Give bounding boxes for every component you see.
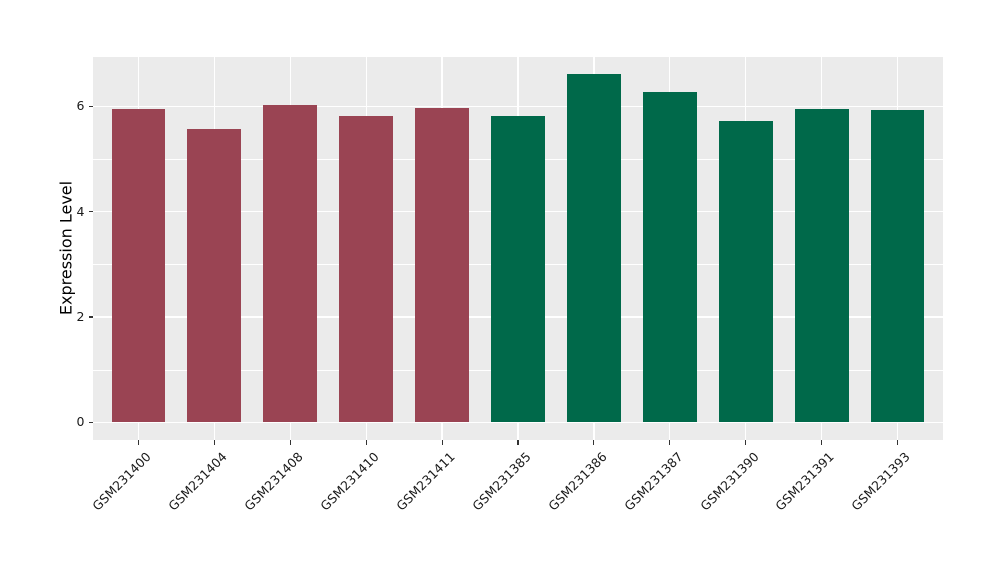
y-tick-label: 0 (76, 414, 85, 430)
x-tick-mark (745, 440, 747, 445)
x-tick-label: GSM231410 (317, 449, 382, 514)
y-tick-label: 6 (76, 98, 85, 114)
bar (870, 109, 925, 423)
x-tick-label: GSM231390 (696, 449, 762, 514)
bar (339, 116, 394, 423)
bar (415, 107, 470, 423)
y-tick-mark (88, 421, 93, 423)
x-tick-label: GSM231391 (772, 449, 838, 514)
y-axis-title: Expression Level (56, 180, 76, 316)
x-tick-mark (365, 440, 367, 445)
x-tick-mark (669, 440, 671, 445)
y-tick-label: 2 (76, 308, 85, 324)
bar (566, 74, 621, 423)
x-tick-mark (441, 440, 443, 445)
x-tick-mark (593, 440, 595, 445)
x-tick-mark (289, 440, 291, 445)
x-tick-label: GSM231400 (89, 449, 155, 514)
bar (794, 108, 849, 423)
y-tick-mark (88, 105, 93, 107)
x-tick-label: GSM231385 (469, 449, 534, 514)
x-tick-label: GSM231387 (620, 449, 686, 514)
bar (111, 109, 166, 423)
x-tick-mark (213, 440, 216, 445)
x-tick-label: GSM231408 (241, 449, 306, 514)
bar (187, 128, 242, 423)
bar (642, 92, 697, 423)
x-tick-mark (137, 440, 140, 445)
x-tick-mark (896, 440, 899, 445)
y-tick-mark (88, 316, 93, 318)
x-tick-mark (517, 440, 519, 445)
x-tick-label: GSM231411 (393, 449, 458, 514)
y-tick-label: 4 (76, 203, 85, 219)
x-tick-label: GSM231393 (848, 449, 914, 514)
x-tick-label: GSM231404 (165, 449, 231, 514)
x-tick-mark (820, 440, 823, 445)
x-tick-label: GSM231386 (545, 449, 610, 514)
bar (718, 120, 773, 423)
bar (491, 116, 545, 423)
plot-panel (93, 57, 943, 440)
bar (263, 104, 318, 423)
y-tick-mark (88, 211, 93, 213)
